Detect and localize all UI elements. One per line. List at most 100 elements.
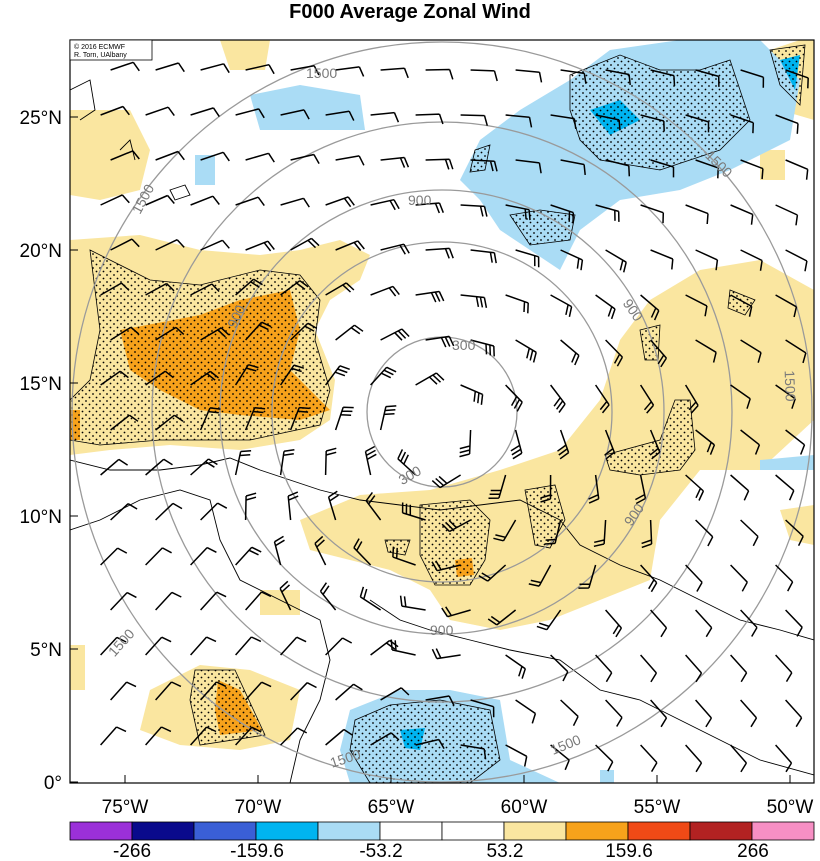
wind-barb xyxy=(785,249,808,272)
wind-barb xyxy=(550,204,575,224)
wind-barb xyxy=(325,637,353,656)
wind-barb xyxy=(775,294,798,318)
wind-barb xyxy=(155,326,185,341)
wind-barb xyxy=(470,69,498,82)
wind-barb xyxy=(488,474,507,499)
wind-barb xyxy=(595,744,614,772)
wind-barb xyxy=(200,63,230,74)
wind-barb xyxy=(540,474,552,503)
wind-barb xyxy=(510,429,523,460)
wind-barb xyxy=(145,106,175,117)
lat-label: 25°N xyxy=(20,108,62,129)
wind-barb xyxy=(650,249,674,270)
wind-barb xyxy=(290,322,318,341)
wind-barb xyxy=(397,449,417,476)
wind-barb xyxy=(505,744,528,767)
wind-barb xyxy=(528,564,552,587)
credit-box: © 2016 ECMWF R. Torn, UAlbany xyxy=(69,39,153,61)
wind-barb xyxy=(685,294,708,317)
wind-barb xyxy=(640,114,665,132)
wind-barb xyxy=(200,327,230,341)
wind-barb xyxy=(245,591,272,611)
colorbar-swatch xyxy=(255,821,319,841)
wind-barb xyxy=(334,406,354,431)
wind-barb xyxy=(100,105,130,116)
wind-barb xyxy=(785,609,803,637)
credit-line-2: R. Torn, UAlbany xyxy=(74,52,127,59)
wind-barb xyxy=(190,283,220,296)
wind-barb xyxy=(100,726,127,746)
wind-barb xyxy=(335,155,365,166)
wind-barb xyxy=(640,294,660,321)
wind-barb xyxy=(605,699,623,727)
wind-barb xyxy=(730,114,755,134)
wind-barb xyxy=(695,519,714,547)
wind-barb xyxy=(145,726,172,746)
wind-barb xyxy=(235,726,262,746)
wind-barb xyxy=(550,294,573,317)
wind-barb xyxy=(460,384,484,405)
wind-barb xyxy=(100,370,129,386)
wind-barb xyxy=(314,535,327,566)
wind-barb xyxy=(578,564,597,589)
wind-barb xyxy=(595,114,621,131)
colorbar-swatch xyxy=(131,821,195,841)
wind-barb xyxy=(245,63,275,75)
wind-barb xyxy=(287,491,299,521)
wind-barb xyxy=(775,654,793,682)
wind-barb xyxy=(145,194,175,206)
wind-barb xyxy=(640,744,658,772)
wind-barb xyxy=(740,429,761,455)
colorbar-swatch xyxy=(751,821,815,841)
wind-barb xyxy=(235,196,265,207)
wind-barb xyxy=(650,699,668,728)
wind-barb xyxy=(399,595,426,611)
wind-barb xyxy=(245,321,272,341)
wind-barb xyxy=(557,429,570,460)
wind-barb xyxy=(280,727,308,746)
wind-barb xyxy=(460,114,489,126)
wind-barb xyxy=(470,339,495,357)
range-ring-1500 xyxy=(71,41,813,783)
wind-barb xyxy=(640,654,658,683)
wind-barb xyxy=(190,726,217,746)
wind-barb xyxy=(685,564,703,592)
lat-label: 0° xyxy=(44,773,62,794)
wind-barb xyxy=(425,158,454,170)
wind-barb xyxy=(775,474,795,501)
wind-barb xyxy=(460,744,487,760)
lon-label: 70°W xyxy=(235,797,282,818)
wind-barb xyxy=(775,114,799,134)
wind-barb xyxy=(190,107,220,118)
wind-barb xyxy=(515,69,543,83)
wind-barb xyxy=(431,560,461,572)
lon-label: 75°W xyxy=(102,797,149,818)
range-ring-900 xyxy=(219,189,665,635)
wind-barb xyxy=(650,609,668,638)
wind-barbs xyxy=(100,61,809,773)
wind-barb xyxy=(775,564,794,592)
wind-barb xyxy=(641,519,653,549)
lon-label: 55°W xyxy=(634,797,681,818)
wind-barb xyxy=(505,654,527,679)
wind-barb xyxy=(740,519,759,547)
wind-barb xyxy=(380,156,410,168)
wind-barb xyxy=(110,681,137,701)
wind-barb xyxy=(370,366,397,386)
wind-barb xyxy=(100,282,130,296)
wind-barb xyxy=(415,372,445,386)
colorbar-swatch xyxy=(193,821,257,841)
wind-barb xyxy=(505,384,523,412)
wind-barb xyxy=(392,546,416,566)
wind-barb xyxy=(785,339,807,364)
wind-barb xyxy=(650,159,675,178)
wind-barb xyxy=(560,249,584,271)
wind-barb xyxy=(390,639,416,656)
wind-barb xyxy=(415,738,445,749)
wind-barb xyxy=(685,114,710,133)
wind-barb xyxy=(380,243,410,255)
wind-barb xyxy=(244,492,257,521)
wind-barb xyxy=(460,204,488,217)
longitude-labels: 75°W 70°W 65°W 60°W 55°W 50°W xyxy=(102,797,814,818)
